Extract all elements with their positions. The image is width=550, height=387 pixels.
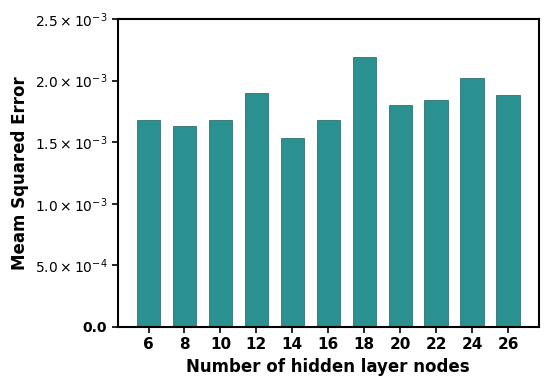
Bar <box>425 100 448 327</box>
Bar <box>388 105 412 327</box>
Bar <box>496 95 520 327</box>
Bar <box>173 126 196 327</box>
Bar <box>209 120 232 327</box>
Y-axis label: Meam Squared Error: Meam Squared Error <box>11 76 29 270</box>
Bar <box>137 120 160 327</box>
Bar <box>280 139 304 327</box>
X-axis label: Number of hidden layer nodes: Number of hidden layer nodes <box>186 358 470 376</box>
Bar <box>245 93 268 327</box>
Bar <box>460 78 484 327</box>
Bar <box>353 57 376 327</box>
Bar <box>317 120 340 327</box>
